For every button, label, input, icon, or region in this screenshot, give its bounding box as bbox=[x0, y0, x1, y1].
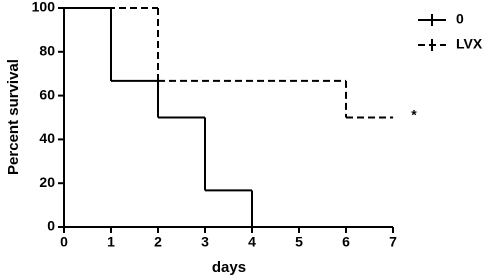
y-tick-label: 0 bbox=[47, 218, 55, 234]
y-tick-label: 100 bbox=[32, 0, 56, 15]
x-axis-label: days bbox=[212, 259, 246, 276]
legend-label: LVX bbox=[456, 36, 483, 52]
x-tick-label: 7 bbox=[389, 234, 397, 250]
y-tick-label: 60 bbox=[39, 86, 55, 102]
annotation: * bbox=[411, 107, 417, 123]
x-tick-label: 0 bbox=[60, 234, 68, 250]
y-tick-label: 80 bbox=[39, 43, 55, 59]
legend-label: 0 bbox=[456, 11, 464, 27]
x-tick-label: 2 bbox=[154, 234, 162, 250]
x-tick-label: 1 bbox=[107, 234, 115, 250]
y-axis-label: Percent survival bbox=[5, 59, 22, 175]
x-tick-label: 6 bbox=[342, 234, 350, 250]
y-tick-label: 40 bbox=[39, 130, 55, 146]
x-tick-label: 4 bbox=[248, 234, 256, 250]
y-tick-label: 20 bbox=[39, 174, 55, 190]
x-tick-label: 5 bbox=[295, 234, 303, 250]
x-tick-label: 3 bbox=[201, 234, 209, 250]
